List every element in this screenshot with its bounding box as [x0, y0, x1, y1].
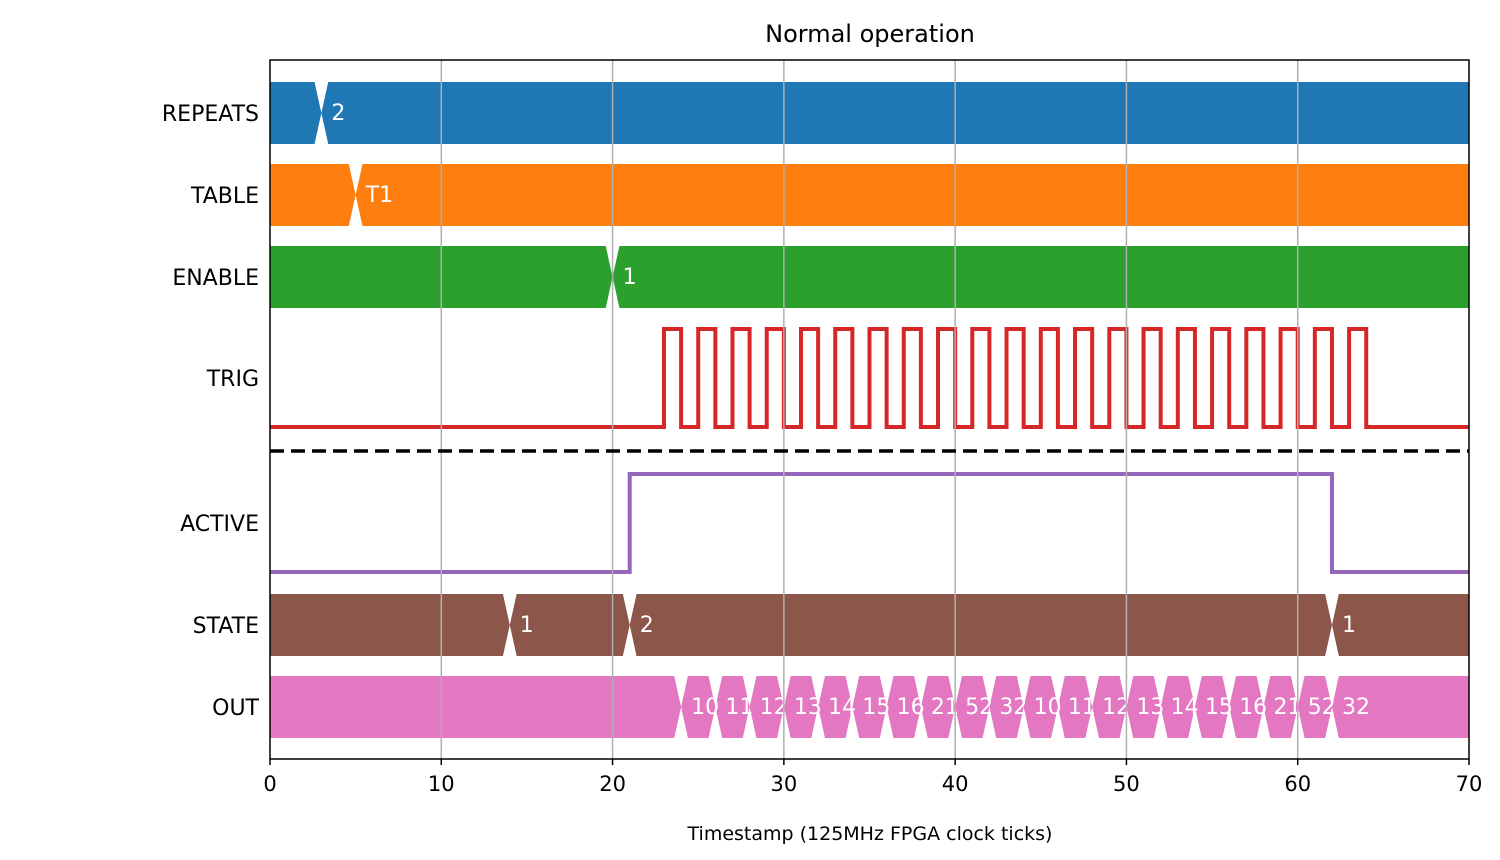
bus-segment: [1092, 676, 1127, 738]
plot-frame: [269, 59, 1470, 760]
signal-out: 10 11 12 13 14 15 16 21 52 32 10 11 12 13 14 15 16 21 52 32: [270, 676, 1469, 738]
grid: [440, 60, 1299, 759]
bus-value-label: 11: [1068, 695, 1096, 720]
signal-active: [270, 472, 1469, 574]
bus-segment: [783, 676, 819, 738]
bus-segment: [355, 164, 1470, 226]
bus-segment: [818, 676, 853, 738]
x-axis-ticks: 0 10 20 30 40 50 60 70: [263, 759, 1482, 796]
bus-segment: [1331, 594, 1469, 656]
bus-value-label: 12: [1102, 695, 1130, 720]
bus-value-label: 13: [794, 695, 822, 720]
bus-value-label: 2: [331, 101, 345, 126]
signal-label-table: TABLE: [190, 184, 259, 209]
bit-waveform: [270, 472, 1469, 574]
bus-segment: [270, 676, 682, 738]
bus-segment: [1194, 676, 1230, 738]
bus-value-label: 11: [725, 695, 753, 720]
bus-segment: [1263, 676, 1298, 738]
bus-value-label: 21: [1273, 695, 1301, 720]
bus-value-label: 14: [1171, 695, 1199, 720]
signal-label-state: STATE: [193, 614, 259, 639]
bus-value-label: 16: [897, 695, 925, 720]
bus-value-label: 16: [1239, 695, 1267, 720]
bus-segment: [509, 594, 630, 656]
signal-label-active: ACTIVE: [180, 512, 259, 537]
signal-table: T1: [270, 164, 1470, 226]
bus-value-label: 52: [1308, 695, 1336, 720]
bus-value-label: 13: [1136, 695, 1164, 720]
bus-segment: [1160, 676, 1195, 738]
bus-value-label: 14: [828, 695, 856, 720]
bus-value-label: 10: [1034, 695, 1062, 720]
signal-label-out: OUT: [212, 696, 259, 721]
bus-value-label: 1: [520, 613, 534, 638]
signal-repeats: 2: [270, 82, 1469, 144]
bus-value-label: 15: [862, 695, 890, 720]
bus-segment: [1331, 676, 1469, 738]
bus-segment: [681, 676, 716, 738]
signal-labels: REPEATS TABLE ENABLE TRIG ACTIVE STATE OUT: [162, 102, 1469, 721]
bus-segment: [749, 676, 784, 738]
bus-value-label: 10: [691, 695, 719, 720]
chart-title: Normal operation: [765, 20, 975, 48]
signal-label-enable: ENABLE: [172, 266, 259, 291]
bus-value-label: 21: [931, 695, 959, 720]
bus-segment: [629, 594, 1332, 656]
bit-waveform: [270, 327, 1469, 429]
bus-value-label: T1: [365, 183, 393, 208]
bus-segment: [1126, 676, 1161, 738]
x-tick-label: 50: [1113, 772, 1140, 796]
bus-value-label: 1: [1342, 613, 1356, 638]
bus-segment: [270, 594, 510, 656]
x-tick-label: 40: [942, 772, 969, 796]
bus-value-label: 1: [623, 265, 637, 290]
bus-segment: [920, 676, 956, 738]
bus-segment: [955, 676, 990, 738]
x-tick-label: 0: [263, 772, 276, 796]
signal-label-trig: TRIG: [206, 367, 259, 392]
bus-segment: [1023, 676, 1058, 738]
x-tick-label: 60: [1284, 772, 1311, 796]
x-axis-label: Timestamp (125MHz FPGA clock ticks): [687, 823, 1053, 845]
bus-value-label: 32: [1342, 695, 1370, 720]
bus-segment: [1057, 676, 1093, 738]
bus-segment: [321, 82, 1469, 144]
signal-state: 1 2 1: [270, 594, 1469, 656]
bus-segment: [989, 676, 1024, 738]
x-tick-label: 30: [770, 772, 797, 796]
bus-value-label: 15: [1205, 695, 1233, 720]
bus-segment: [852, 676, 887, 738]
bus-segment: [270, 82, 322, 144]
signal-trig: [270, 327, 1469, 429]
bus-segment: [1297, 676, 1332, 738]
bus-segment: [886, 676, 921, 738]
bus-value-label: 52: [965, 695, 993, 720]
bus-segment: [270, 164, 356, 226]
signal-label-repeats: REPEATS: [162, 102, 259, 127]
bus-segment: [612, 246, 1469, 308]
bus-value-label: 12: [760, 695, 788, 720]
bus-value-label: 2: [640, 613, 654, 638]
x-tick-label: 20: [599, 772, 626, 796]
bus-segment: [715, 676, 750, 738]
bus-segment: [1229, 676, 1264, 738]
signal-enable: 1: [270, 246, 1469, 308]
x-tick-label: 10: [428, 772, 455, 796]
bus-value-label: 32: [999, 695, 1027, 720]
x-tick-label: 70: [1456, 772, 1483, 796]
